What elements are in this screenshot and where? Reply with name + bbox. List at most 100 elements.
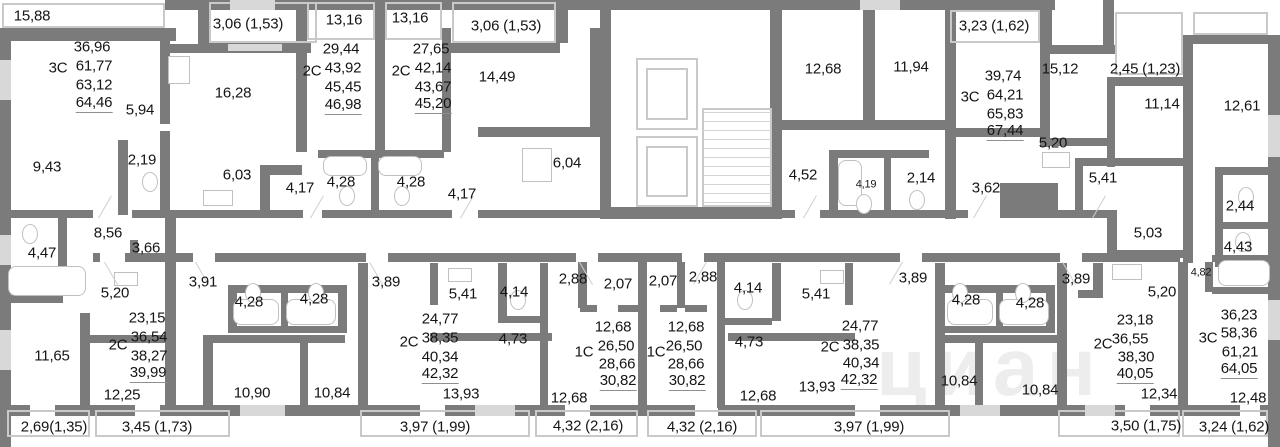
balcony-outline <box>760 410 950 437</box>
wall <box>160 405 420 416</box>
area-label: 4,28 <box>326 173 356 191</box>
area-label: 4,28 <box>1015 294 1045 312</box>
wall <box>375 0 385 152</box>
area-label: 3,50 (1,75) <box>1110 417 1182 435</box>
wall <box>600 10 611 219</box>
wall <box>260 165 270 210</box>
area-label: 4,73 <box>734 333 764 351</box>
wall <box>725 318 772 325</box>
area-label: 29,44 <box>322 40 360 58</box>
area-label: 4,17 <box>285 179 315 197</box>
area-label: 4,82 <box>1190 266 1212 279</box>
apartment-type-label: 3С <box>48 59 68 77</box>
wall <box>203 335 345 343</box>
area-label: 5,20 <box>1147 283 1177 301</box>
wall <box>845 263 853 305</box>
apartment-type-label: 3С <box>1198 329 1218 347</box>
area-label: 12,68 <box>550 389 588 407</box>
balcony-outline <box>636 58 698 130</box>
wall <box>1103 0 1114 50</box>
area-label: 3,23 (1,62) <box>958 17 1030 35</box>
balcony-outline <box>646 146 688 197</box>
balcony-outline <box>452 2 556 43</box>
wall <box>1215 167 1223 267</box>
wall <box>80 313 90 405</box>
area-label: 3,89 <box>1061 270 1091 288</box>
area-label: 3,97 (1,99) <box>399 418 471 436</box>
wall <box>318 150 444 158</box>
area-label: 11,65 <box>34 347 70 365</box>
area-label: 8,56 <box>93 224 123 242</box>
wall <box>590 405 695 416</box>
window-mark <box>0 235 11 265</box>
area-label: 23,15 <box>128 309 166 327</box>
wall <box>300 335 308 405</box>
wall <box>1183 35 1193 263</box>
wall <box>388 253 576 262</box>
sink-icon <box>1112 264 1142 280</box>
wall <box>215 253 366 262</box>
area-label: 42,32 <box>421 365 459 384</box>
area-label: 3,62 <box>971 179 1001 197</box>
sink-icon <box>448 268 472 282</box>
stair-tread <box>703 175 771 176</box>
wall <box>93 253 100 262</box>
area-label: 4,28 <box>951 291 981 309</box>
stair-tread <box>703 202 771 203</box>
wall <box>478 210 600 218</box>
area-label: 9,43 <box>32 158 62 176</box>
window-mark <box>0 60 11 100</box>
area-label: 2,14 <box>906 169 936 187</box>
area-label: 11,14 <box>1144 95 1180 113</box>
wall <box>498 316 548 323</box>
toilet-icon <box>1238 187 1254 207</box>
balcony-outline <box>950 10 1040 43</box>
bathtub-icon <box>947 299 993 325</box>
area-label: 12,68 <box>739 387 777 405</box>
wall <box>884 158 891 212</box>
wall <box>598 253 638 262</box>
area-label: 38,30 <box>1117 348 1155 366</box>
area-label: 2,19 <box>127 151 157 169</box>
wall <box>281 291 288 333</box>
area-label: 3,06 (1,53) <box>470 17 542 35</box>
wall <box>782 210 795 218</box>
sink-icon <box>168 56 190 84</box>
area-label: 4,32 (2,16) <box>666 418 738 436</box>
area-label: 4,28 <box>234 293 264 311</box>
wall <box>1040 45 1115 54</box>
area-label: 6,04 <box>552 154 582 172</box>
wall <box>0 295 63 303</box>
sink-icon <box>522 148 552 182</box>
wall <box>1260 405 1280 416</box>
area-label: 3,97 (1,99) <box>833 418 905 436</box>
window-mark <box>228 44 282 51</box>
area-label: 64,21 <box>986 86 1024 104</box>
wall <box>118 140 128 215</box>
window-mark <box>475 405 515 416</box>
sink-icon <box>114 272 138 286</box>
wall <box>358 263 368 405</box>
wall <box>165 216 176 406</box>
balcony-outline <box>7 410 90 437</box>
area-label: 43,67 <box>414 78 452 96</box>
wall <box>160 131 170 213</box>
apartment-type-label: 1С <box>646 343 666 361</box>
area-label: 16,28 <box>214 84 252 102</box>
toilet-icon <box>909 190 925 210</box>
wall <box>590 28 600 133</box>
area-label: 46,98 <box>324 96 362 115</box>
area-label: 2,88 <box>688 268 718 286</box>
wall <box>1093 263 1103 298</box>
wall <box>170 44 207 53</box>
area-label: 24,77 <box>421 310 459 328</box>
wall <box>260 165 302 175</box>
door-swing-line <box>973 195 987 219</box>
area-label: 3,24 (1,62) <box>1198 418 1270 436</box>
area-label: 4,43 <box>1223 238 1253 256</box>
wall <box>1212 287 1272 294</box>
area-label: 30,82 <box>668 372 706 391</box>
area-label: 5,94 <box>125 101 155 119</box>
wall <box>863 10 875 122</box>
area-label: 10,84 <box>1021 381 1059 399</box>
